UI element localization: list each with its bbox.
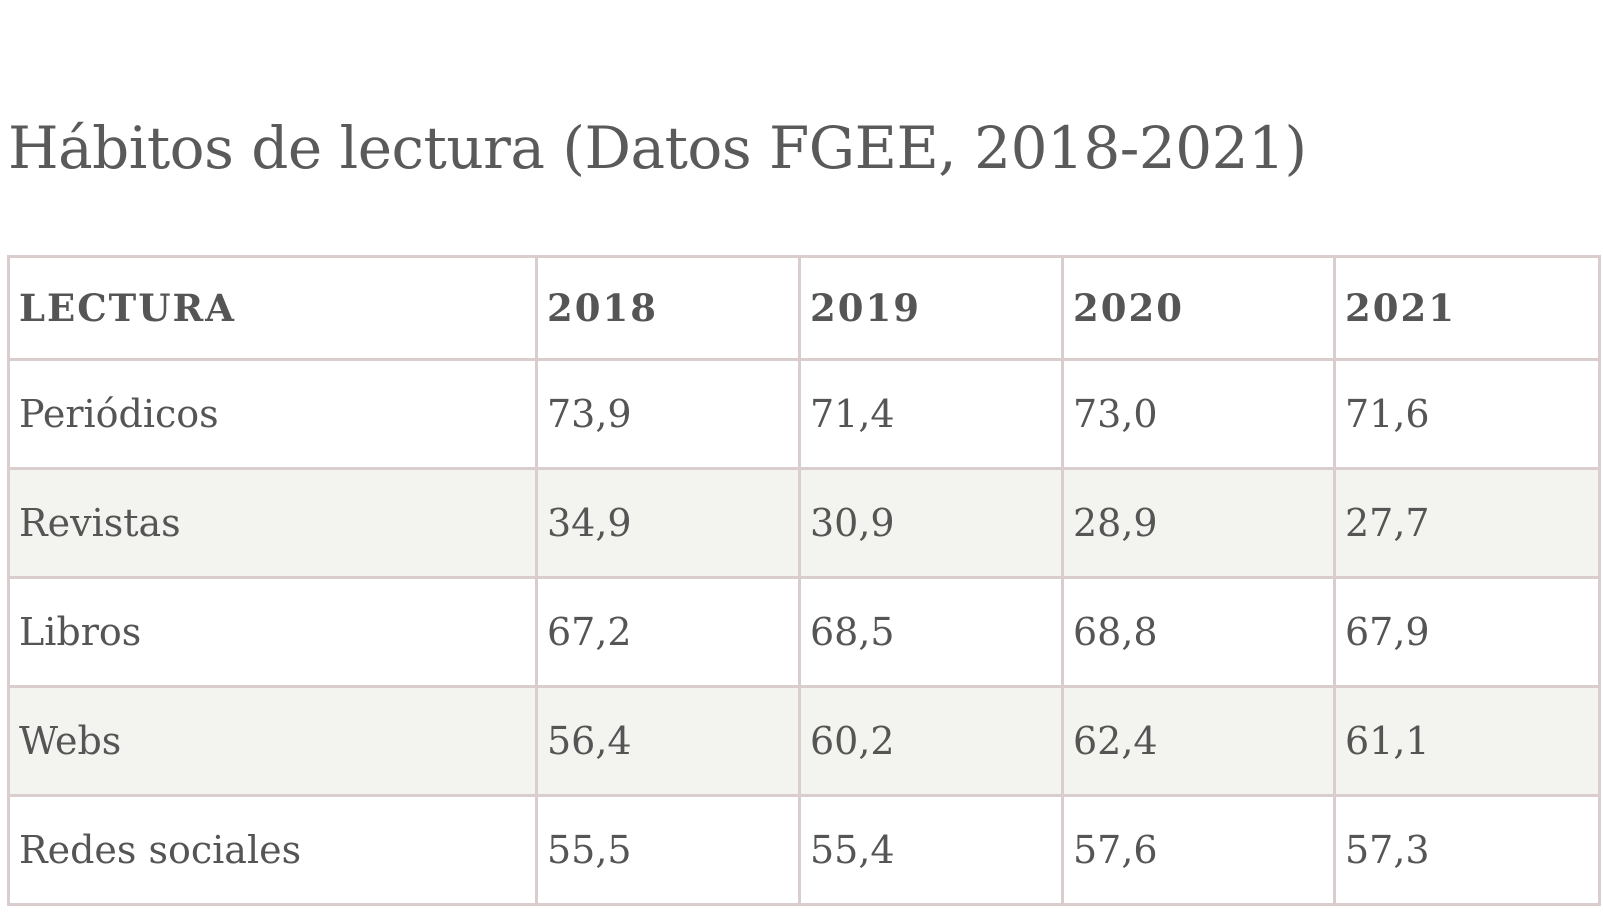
table-row: Revistas 34,9 30,9 28,9 27,7 [7, 467, 1601, 579]
table-header-row: LECTURA 2018 2019 2020 2021 [7, 255, 1601, 361]
table-cell: 62,4 [1061, 685, 1336, 797]
row-label: Revistas [7, 467, 538, 579]
row-label: Periódicos [7, 358, 538, 470]
table-cell: 61,1 [1333, 685, 1601, 797]
table-cell: 73,0 [1061, 358, 1336, 470]
column-header-2018: 2018 [535, 255, 801, 361]
table-row: Redes sociales 55,5 55,4 57,6 57,3 [7, 794, 1601, 906]
row-label: Libros [7, 576, 538, 688]
table-cell: 67,9 [1333, 576, 1601, 688]
table-row: Webs 56,4 60,2 62,4 61,1 [7, 685, 1601, 797]
column-header-2021: 2021 [1333, 255, 1601, 361]
table-cell: 60,2 [798, 685, 1064, 797]
reading-habits-table: LECTURA 2018 2019 2020 2021 Periódicos 7… [7, 255, 1601, 906]
row-label: Redes sociales [7, 794, 538, 906]
page-title: Hábitos de lectura (Datos FGEE, 2018-202… [8, 114, 1307, 182]
column-header-lectura: LECTURA [7, 255, 538, 361]
column-header-2019: 2019 [798, 255, 1064, 361]
table-cell: 56,4 [535, 685, 801, 797]
table-cell: 67,2 [535, 576, 801, 688]
table-cell: 57,3 [1333, 794, 1601, 906]
table-cell: 57,6 [1061, 794, 1336, 906]
table-cell: 34,9 [535, 467, 801, 579]
table-row: Periódicos 73,9 71,4 73,0 71,6 [7, 358, 1601, 470]
row-label: Webs [7, 685, 538, 797]
table-cell: 73,9 [535, 358, 801, 470]
table-cell: 71,6 [1333, 358, 1601, 470]
table-cell: 27,7 [1333, 467, 1601, 579]
column-header-2020: 2020 [1061, 255, 1336, 361]
table-cell: 55,4 [798, 794, 1064, 906]
table-cell: 30,9 [798, 467, 1064, 579]
table-cell: 68,5 [798, 576, 1064, 688]
table-row: Libros 67,2 68,5 68,8 67,9 [7, 576, 1601, 688]
table-cell: 28,9 [1061, 467, 1336, 579]
table-cell: 55,5 [535, 794, 801, 906]
table-cell: 71,4 [798, 358, 1064, 470]
table-cell: 68,8 [1061, 576, 1336, 688]
